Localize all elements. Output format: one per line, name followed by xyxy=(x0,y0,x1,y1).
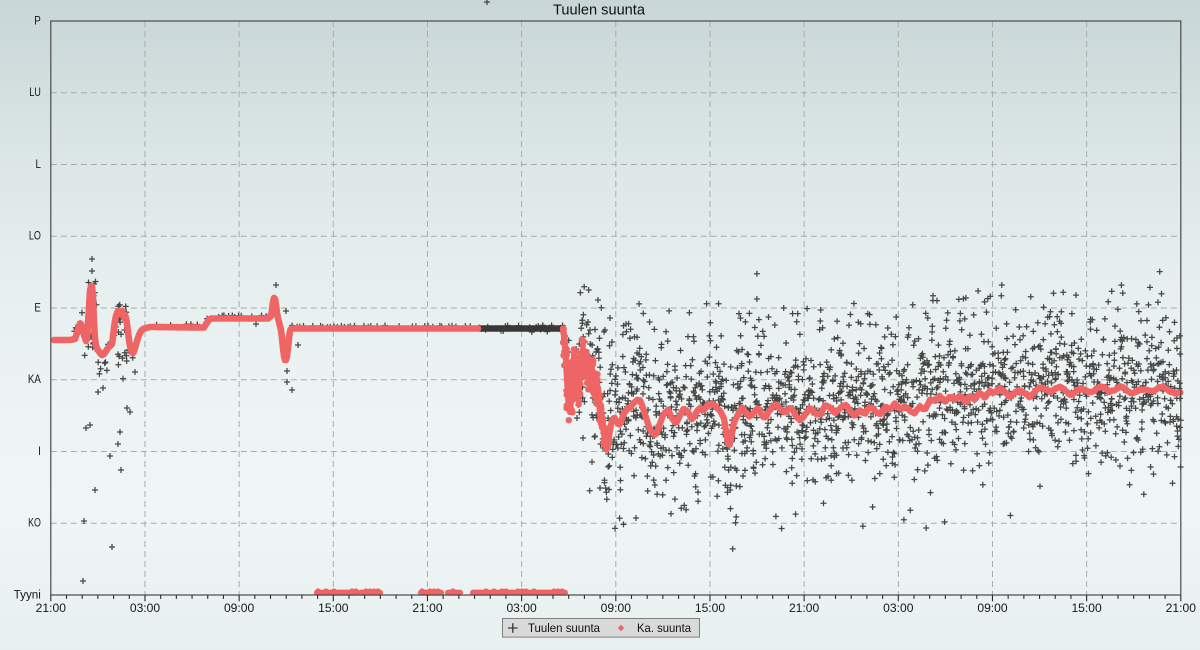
svg-text:Ka. suunta: Ka. suunta xyxy=(637,621,691,635)
svg-text:Tyyni: Tyyni xyxy=(14,587,41,601)
svg-text:03:00: 03:00 xyxy=(130,601,161,615)
svg-text:03:00: 03:00 xyxy=(883,601,914,615)
svg-text:E: E xyxy=(34,300,41,314)
svg-text:09:00: 09:00 xyxy=(601,601,632,615)
svg-text:KA: KA xyxy=(28,372,42,386)
svg-text:21:00: 21:00 xyxy=(1166,601,1197,615)
svg-text:21:00: 21:00 xyxy=(36,601,67,615)
svg-text:15:00: 15:00 xyxy=(695,601,726,615)
svg-text:Tuulen suunta: Tuulen suunta xyxy=(528,621,600,635)
svg-text:09:00: 09:00 xyxy=(224,601,255,615)
svg-text:21:00: 21:00 xyxy=(789,601,820,615)
svg-text:LU: LU xyxy=(29,85,41,99)
svg-text:03:00: 03:00 xyxy=(506,601,537,615)
svg-text:Tuulen suunta: Tuulen suunta xyxy=(553,3,646,19)
svg-text:I: I xyxy=(38,444,41,458)
svg-text:KO: KO xyxy=(28,516,41,530)
svg-text:21:00: 21:00 xyxy=(412,601,443,615)
svg-text:P: P xyxy=(34,13,41,27)
svg-text:15:00: 15:00 xyxy=(318,601,349,615)
svg-text:09:00: 09:00 xyxy=(977,601,1008,615)
svg-text:15:00: 15:00 xyxy=(1071,601,1102,615)
svg-text:L: L xyxy=(36,157,42,171)
svg-text:LO: LO xyxy=(29,229,41,243)
